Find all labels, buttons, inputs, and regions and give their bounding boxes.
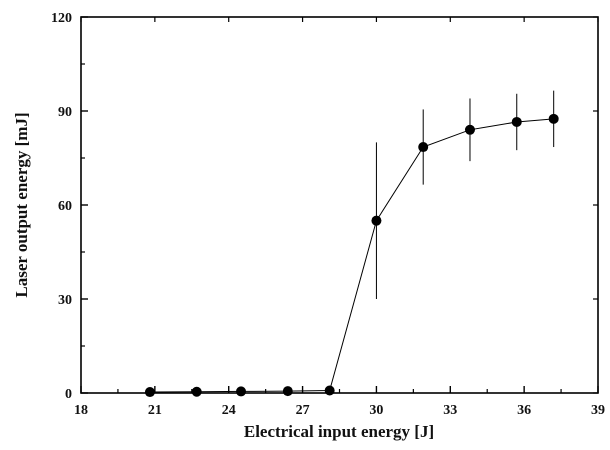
y-tick-label: 0 [65, 387, 72, 402]
data-point [236, 386, 247, 397]
x-tick-label: 27 [296, 403, 310, 418]
x-tick-label: 24 [222, 403, 236, 418]
data-point [464, 124, 475, 135]
x-tick-label: 39 [591, 403, 605, 418]
tick-labels: 18 21 24 27 30 33 36 39 0 30 60 90 120 [51, 11, 605, 418]
ticks [80, 16, 599, 394]
x-tick-label: 33 [443, 403, 457, 418]
data-point [191, 386, 202, 397]
data-point [418, 142, 429, 153]
data-point [511, 116, 522, 127]
data-point [144, 387, 155, 398]
y-tick-label: 30 [58, 293, 72, 308]
x-tick-label: 30 [369, 403, 383, 418]
data-point [371, 215, 382, 226]
y-tick-label: 90 [58, 105, 72, 120]
x-axis-label: Electrical input energy [J] [244, 422, 434, 441]
y-tick-label: 60 [58, 199, 72, 214]
data-point [324, 385, 335, 396]
x-tick-label: 21 [148, 403, 162, 418]
error-bars [375, 90, 555, 299]
data-point [548, 113, 559, 124]
x-tick-label: 36 [517, 403, 531, 418]
series-line [149, 118, 554, 393]
data-point [282, 386, 293, 397]
x-tick-label: 18 [74, 403, 88, 418]
data-points [144, 113, 559, 398]
y-tick-label: 120 [51, 11, 72, 26]
plot-frame [80, 16, 599, 394]
y-axis-label: Laser output energy [mJ] [12, 112, 31, 297]
